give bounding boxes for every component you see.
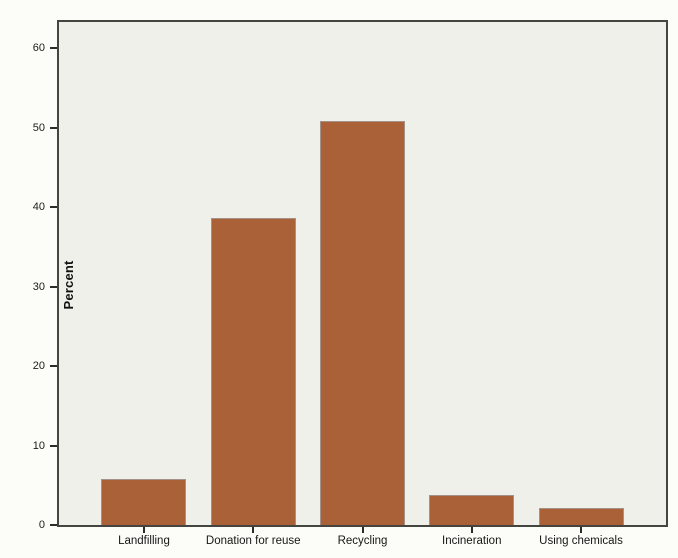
y-tick-mark-20 [50,365,57,368]
y-tick-label-20: 20 [32,360,45,373]
plot-area: Percent 0 10 20 30 40 50 60 Landfilling Donation… [33,20,668,547]
x-tick-mark-using-chemicals [580,527,583,533]
x-tick-mark-incineration [470,527,473,533]
y-tick-mark-60 [50,47,57,50]
y-tick-label-50: 50 [32,121,45,134]
y-axis-title: Percent [61,260,76,310]
x-category-label-using-chemicals: Using chemicals [539,535,623,547]
y-tick-mark-30 [50,285,57,288]
y-tick-label-30: 30 [32,280,45,293]
y-tick-mark-40 [50,206,57,209]
x-category-label-donation-for-reuse: Donation for reuse [205,535,301,547]
bar-donation-for-reuse [210,218,296,525]
y-tick-mark-50 [50,126,57,129]
bar-landfilling [101,478,187,525]
x-category-label-recycling: Recycling [337,535,388,547]
x-tick-mark-recycling [361,527,364,533]
x-category-label-incineration: Incineration [442,535,502,547]
bar-using-chemicals [538,508,624,525]
y-tick-mark-10 [50,444,57,447]
y-tick-label-60: 60 [32,42,45,55]
x-category-label-landfilling: Landfilling [118,535,170,547]
bar-recycling [320,120,405,525]
y-tick-label-0: 0 [38,519,45,531]
y-tick-label-10: 10 [32,439,45,452]
bar-incineration [429,494,515,525]
x-tick-mark-donation-for-reuse [252,527,255,533]
y-tick-mark-0 [50,524,57,526]
x-tick-mark-landfilling [142,527,145,533]
y-tick-label-40: 40 [32,201,45,214]
